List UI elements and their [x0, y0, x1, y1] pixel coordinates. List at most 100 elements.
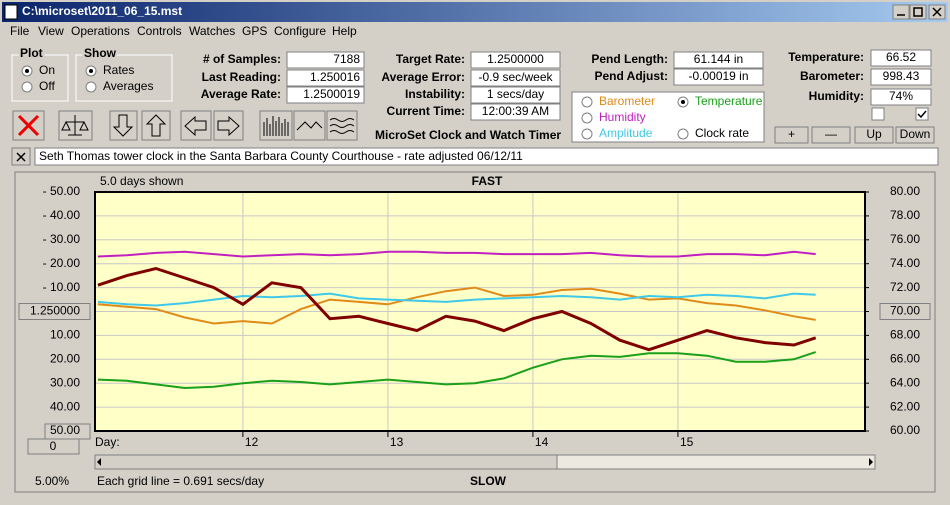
series-line	[97, 250, 816, 258]
field-box[interactable]	[470, 69, 561, 87]
radio[interactable]	[581, 96, 593, 108]
checkbox[interactable]	[915, 107, 929, 121]
radio-dot	[681, 100, 685, 104]
maximize[interactable]	[909, 4, 927, 20]
x-tick-label: 12	[245, 435, 259, 449]
x-label: Day:	[95, 435, 120, 449]
field-value: 12:00:39 AM	[482, 104, 549, 118]
adjust-button[interactable]	[811, 126, 851, 144]
y-tick-label: - 40.00	[43, 208, 81, 222]
menu-item[interactable]: File	[10, 24, 30, 38]
field-label: # of Samples:	[203, 52, 281, 66]
plot-frame	[94, 191, 866, 432]
legend-label: Amplitude	[599, 126, 653, 140]
radio-label: Averages	[103, 79, 153, 93]
window-controls[interactable]	[892, 4, 946, 20]
y-tick-label: 50.00	[50, 423, 80, 437]
field-label: Average Error:	[381, 70, 465, 84]
field-value: 74%	[889, 89, 913, 103]
field-box[interactable]	[673, 68, 764, 86]
bars-icon	[263, 116, 289, 136]
up-button[interactable]	[141, 110, 171, 141]
radio[interactable]	[581, 112, 593, 124]
field-box[interactable]	[470, 51, 561, 69]
minimize[interactable]	[892, 4, 910, 20]
fast-label: FAST	[472, 174, 503, 188]
radio[interactable]	[21, 81, 33, 93]
toolbar	[12, 110, 358, 141]
y2-tick-label: 66.00	[890, 351, 920, 365]
y2-tick-label: 74.00	[890, 256, 920, 270]
adjust-button[interactable]	[895, 126, 935, 144]
field-value: -0.9 sec/week	[478, 70, 553, 84]
fields: # of Samples: 7188 Last Reading: 1.250016 Av…	[201, 49, 932, 121]
field-box[interactable]	[470, 103, 561, 121]
field-box[interactable]	[870, 49, 932, 67]
adjust-button-text: Down	[900, 127, 931, 141]
y2-tick-label: 70.00	[890, 304, 920, 318]
radio-groups: On Off Rates Averages	[21, 63, 153, 93]
radio[interactable]	[581, 128, 593, 140]
menu-item[interactable]: Configure	[274, 24, 326, 38]
wave-button[interactable]	[326, 110, 358, 141]
field-label: Humidity:	[809, 89, 864, 103]
field-label: Temperature:	[788, 50, 864, 64]
radio[interactable]	[677, 128, 689, 140]
menu-item[interactable]: Controls	[137, 24, 182, 38]
series-line	[97, 266, 817, 352]
field-value: 1.2500019	[303, 87, 360, 101]
y-tick-label: 30.00	[50, 375, 80, 389]
legend-label: Clock rate	[695, 126, 749, 140]
scroll-thumb[interactable]	[94, 454, 558, 470]
field-box[interactable]	[286, 86, 365, 104]
days-shown: 5.0 days shown	[100, 174, 183, 188]
menu-item[interactable]: Watches	[189, 24, 235, 38]
adjust-button-text: —	[825, 127, 837, 141]
radio-label: Rates	[103, 63, 134, 77]
y2-tick-label: 80.00	[890, 184, 920, 198]
legend-label: Temperature	[695, 94, 763, 108]
field-box[interactable]	[870, 68, 932, 86]
menu-item[interactable]: Help	[332, 24, 357, 38]
radio[interactable]	[85, 81, 97, 93]
field-value: 7188	[333, 52, 360, 66]
plot-group	[11, 54, 69, 102]
right-icon	[217, 115, 240, 137]
note-text: Seth Thomas tower clock in the Santa Bar…	[39, 149, 523, 163]
left-icon	[184, 115, 207, 137]
field-box[interactable]	[286, 69, 365, 87]
y-tick-label: - 10.00	[43, 280, 81, 294]
note-box[interactable]	[34, 147, 939, 166]
center-button[interactable]	[18, 303, 91, 320]
series-line	[97, 286, 816, 325]
y-tick-label: - 30.00	[43, 232, 81, 246]
field-box[interactable]	[470, 86, 561, 104]
zero-button[interactable]	[27, 438, 80, 455]
adjust-button[interactable]	[774, 126, 809, 144]
menu-item[interactable]: Operations	[71, 24, 130, 38]
clear-icon	[17, 114, 40, 137]
field-value: 1.250016	[310, 70, 360, 84]
field-box[interactable]	[870, 88, 932, 106]
chart: - 50.00 - 40.00 - 30.00 - 20.00 - 10.00 1.250…	[18, 184, 931, 449]
legend-label: Humidity	[599, 110, 646, 124]
x-tick-label: 13	[390, 435, 404, 449]
line-button[interactable]	[293, 110, 326, 141]
x-tick-label: 14	[535, 435, 549, 449]
show-group-title: Show	[84, 46, 117, 60]
field-label: Barometer:	[800, 69, 864, 83]
series-line	[97, 351, 817, 390]
y-tick-label: 40.00	[50, 399, 80, 413]
y2-tick-label: 68.00	[890, 328, 920, 342]
wave-icon	[329, 118, 355, 134]
field-box[interactable]	[673, 51, 764, 69]
checkbox[interactable]	[871, 107, 885, 121]
menu-item[interactable]: GPS	[242, 24, 267, 38]
y-tick-label: 10.00	[50, 328, 80, 342]
adjust-button[interactable]	[854, 126, 894, 144]
y2-center-button[interactable]	[879, 303, 931, 320]
menu-item[interactable]: View	[38, 24, 64, 38]
field-box[interactable]	[286, 51, 365, 69]
